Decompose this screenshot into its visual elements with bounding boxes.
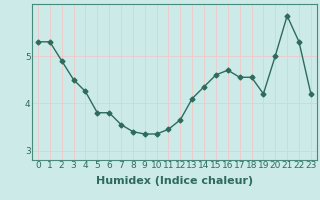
X-axis label: Humidex (Indice chaleur): Humidex (Indice chaleur): [96, 176, 253, 186]
